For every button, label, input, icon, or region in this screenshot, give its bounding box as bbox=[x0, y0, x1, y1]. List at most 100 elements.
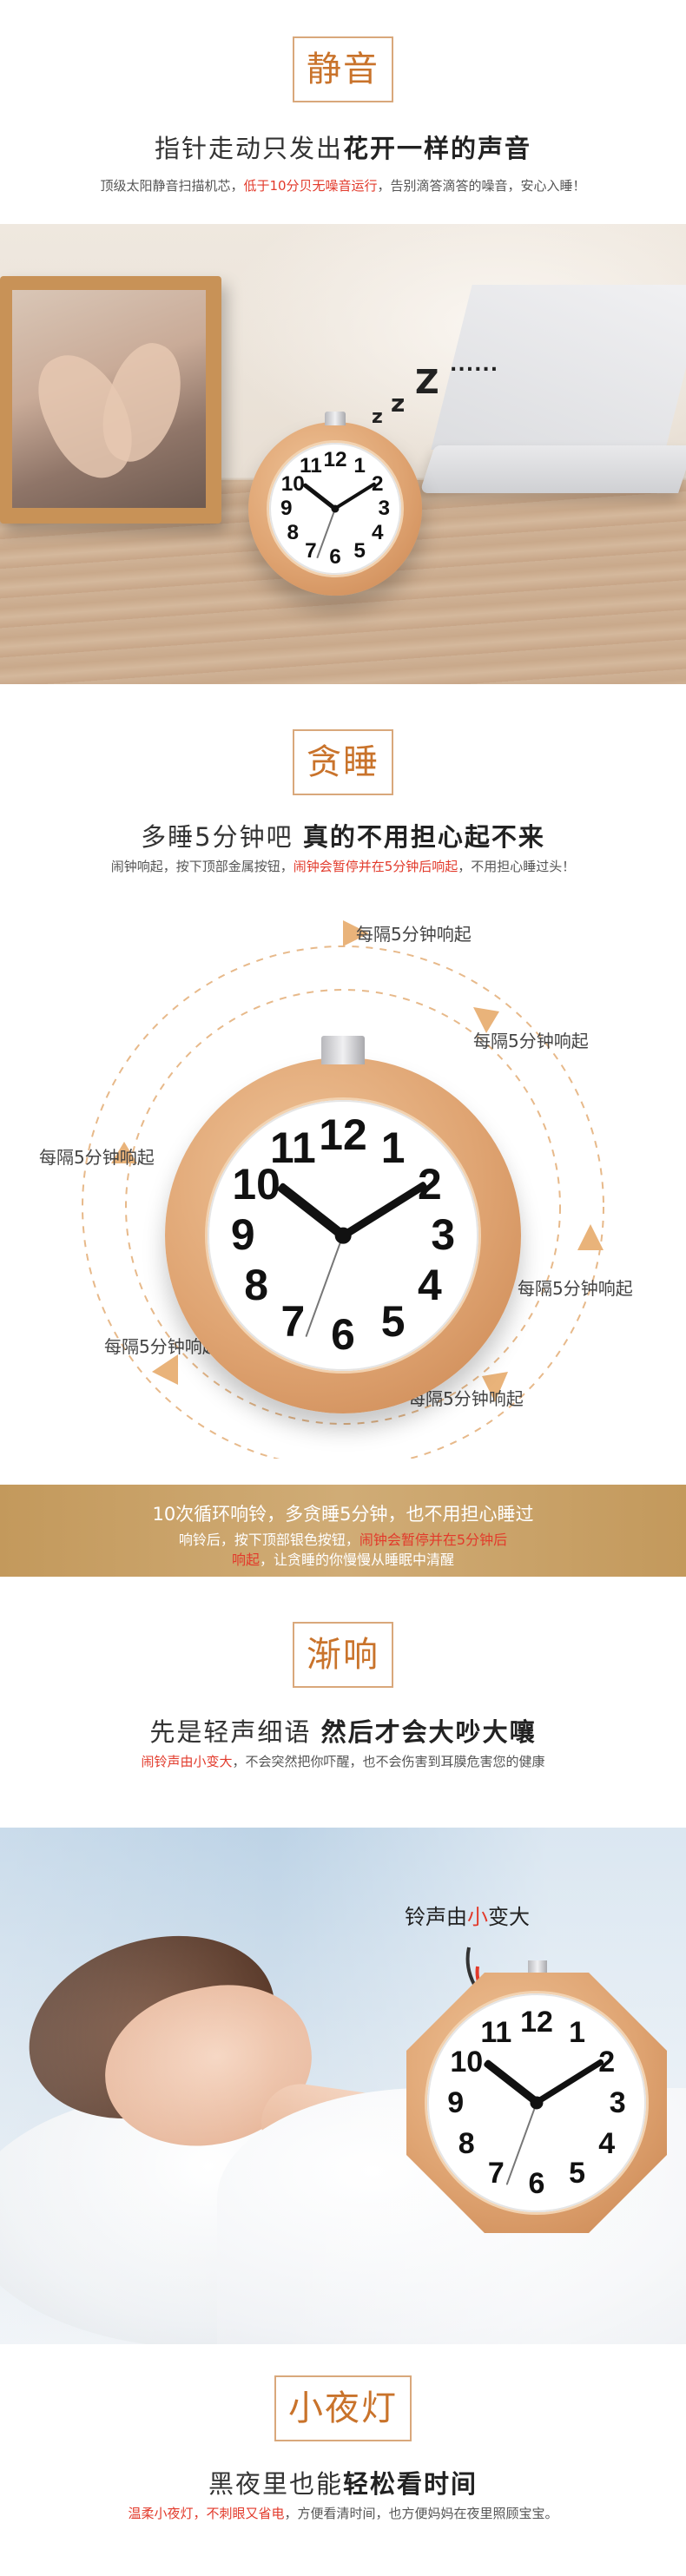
headline-gradual: 先是轻声细语 然后才会大吵大嚷 bbox=[0, 1712, 686, 1749]
clock-number: 10 bbox=[280, 471, 305, 496]
alarm-button bbox=[321, 1036, 365, 1065]
headline-silent-plain: 指针走动只发出 bbox=[154, 134, 343, 163]
clock-number: 7 bbox=[305, 538, 317, 563]
bell-caption-b: 变大 bbox=[488, 1905, 530, 1929]
section-title-gradual: 渐响 bbox=[293, 1622, 393, 1688]
headline-snooze: 多睡5分钟吧 真的不用担心起不来 bbox=[0, 817, 686, 853]
bell-caption-red: 小 bbox=[467, 1905, 488, 1929]
cycle-arrow bbox=[482, 1372, 508, 1402]
photo-frame-picture bbox=[12, 290, 206, 508]
minute-hand bbox=[333, 482, 377, 511]
clock-number: 3 bbox=[431, 1210, 456, 1260]
clock-number: 5 bbox=[569, 2156, 586, 2190]
center-pin bbox=[334, 1227, 352, 1244]
cycle-arrow bbox=[473, 1007, 499, 1033]
headline-snooze-bold: 真的不用担心起不来 bbox=[302, 822, 545, 852]
band-line-1: 10次循环响铃，多贪睡5分钟，也不用担心睡过 bbox=[152, 1504, 534, 1525]
octagon-clock-face: 12 1 2 3 4 5 6 7 8 9 10 11 bbox=[427, 1993, 646, 2212]
subline-snooze-a: 闹钟响起，按下顶部金属按钮， bbox=[110, 859, 294, 874]
clock-number: 7 bbox=[280, 1296, 306, 1346]
subline-snooze: 闹钟响起，按下顶部金属按钮，闹钟会暂停并在5分钟后响起，不用担心睡过头！ bbox=[0, 857, 686, 875]
clock-face: 12 1 2 3 4 5 6 7 8 9 10 11 bbox=[208, 1100, 478, 1371]
clock-number: 12 bbox=[319, 1110, 367, 1159]
clock-number: 8 bbox=[458, 2126, 475, 2160]
cycle-arrow bbox=[111, 1142, 137, 1163]
subline-silent: 顶级太阳静音扫描机芯，低于10分贝无噪音运行，告别滴答滴答的噪音，安心入睡！ bbox=[0, 176, 686, 194]
subline-silent-a: 顶级太阳静音扫描机芯， bbox=[100, 178, 244, 194]
snooze-label: 每隔5分钟响起 bbox=[473, 1031, 589, 1051]
clock-number: 9 bbox=[280, 496, 293, 520]
cycle-arrow bbox=[343, 920, 369, 946]
section-title-snooze: 贪睡 bbox=[293, 729, 393, 795]
clock-face: 12 1 2 3 4 5 6 7 8 9 10 11 bbox=[269, 443, 401, 575]
clock-number: 6 bbox=[331, 1310, 355, 1360]
headline-night-bold: 轻松看时间 bbox=[343, 2469, 478, 2499]
zzz-dots: ...... bbox=[450, 354, 499, 376]
z-letter: Z bbox=[415, 363, 439, 401]
clock-number: 2 bbox=[371, 471, 384, 496]
snooze-label: 每隔5分钟响起 bbox=[356, 924, 472, 945]
band-line-3-red: 响起 bbox=[231, 1552, 260, 1568]
subline-silent-red: 低于10分贝无噪音运行 bbox=[243, 178, 378, 194]
bell-caption-a: 铃声由 bbox=[405, 1905, 467, 1929]
subline-gradual: 闹铃声由小变大，不会突然把你吓醒，也不会伤害到耳膜危害您的健康 bbox=[0, 1752, 686, 1770]
band-line-2-a: 响铃后，按下顶部银色按钮， bbox=[178, 1532, 359, 1548]
minute-hand bbox=[535, 2058, 605, 2105]
clock-number: 11 bbox=[269, 1123, 316, 1173]
headline-snooze-plain: 多睡5分钟吧 bbox=[141, 822, 303, 852]
bell-caption: 铃声由小变大 bbox=[405, 1900, 530, 1930]
clock-number: 3 bbox=[378, 496, 390, 520]
subline-snooze-b: ，不用担心睡过头！ bbox=[458, 859, 576, 874]
clock-number: 1 bbox=[569, 2016, 586, 2050]
band-line-3-b: ，让贪睡的你慢慢从睡眠中清醒 bbox=[260, 1552, 455, 1568]
subline-snooze-red: 闹钟会暂停并在5分钟后响起 bbox=[293, 859, 458, 874]
round-alarm-clock-large: 12 1 2 3 4 5 6 7 8 9 10 11 bbox=[165, 1036, 521, 1413]
snooze-info-band: 10次循环响铃，多贪睡5分钟，也不用担心睡过 响铃后，按下顶部银色按钮，闹钟会暂… bbox=[0, 1485, 686, 1577]
clock-number: 11 bbox=[480, 2016, 512, 2050]
headline-gradual-plain: 先是轻声细语 bbox=[149, 1717, 321, 1747]
snooze-label: 每隔5分钟响起 bbox=[39, 1147, 155, 1168]
photo-frame bbox=[0, 276, 221, 524]
clock-number: 5 bbox=[380, 1296, 406, 1346]
clock-number: 8 bbox=[287, 520, 300, 544]
clock-number: 4 bbox=[598, 2126, 616, 2160]
subline-gradual-b: ，不会突然把你吓醒，也不会伤害到耳膜危害您的健康 bbox=[232, 1754, 545, 1769]
laptop-base bbox=[419, 445, 686, 493]
headline-silent-bold: 花开一样的声音 bbox=[343, 134, 532, 163]
section-title-night-light: 小夜灯 bbox=[274, 2375, 412, 2441]
clock-number: 11 bbox=[300, 454, 322, 478]
clock-number: 4 bbox=[371, 520, 384, 544]
subline-gradual-red: 闹铃声由小变大 bbox=[141, 1754, 233, 1769]
subline-night-light: 温柔小夜灯，不刺眼又省电，方便看清时间，也方便妈妈在夜里照顾宝宝。 bbox=[0, 2504, 686, 2522]
minute-hand bbox=[340, 1180, 428, 1239]
inner-dashed-ring bbox=[125, 989, 561, 1425]
headline-silent: 指针走动只发出花开一样的声音 bbox=[0, 128, 686, 165]
clock-number: 12 bbox=[520, 2005, 553, 2039]
clock-number: 12 bbox=[323, 447, 347, 471]
clock-number: 10 bbox=[450, 2046, 484, 2079]
clock-number: 1 bbox=[353, 454, 366, 478]
z-letter: z bbox=[391, 389, 406, 418]
subline-silent-b: ，告别滴答滴答的噪音，安心入睡！ bbox=[377, 178, 586, 194]
clock-number: 3 bbox=[609, 2086, 626, 2119]
snooze-cycle-rings bbox=[82, 920, 604, 1459]
subline-night-red: 温柔小夜灯，不刺眼又省电 bbox=[128, 2506, 285, 2521]
clock-number: 6 bbox=[329, 545, 341, 570]
clock-number: 4 bbox=[417, 1260, 442, 1309]
clock-number: 5 bbox=[353, 538, 366, 563]
z-letter: z bbox=[372, 406, 383, 428]
clock-number: 8 bbox=[244, 1260, 269, 1309]
round-alarm-clock: 12 1 2 3 4 5 6 7 8 9 10 11 bbox=[248, 412, 422, 596]
headline-night-light: 黑夜里也能轻松看时间 bbox=[0, 2464, 686, 2500]
desk-photo: z z Z ...... 12 1 2 3 4 5 6 7 8 9 10 11 bbox=[0, 224, 686, 684]
cycle-arrow bbox=[152, 1354, 178, 1385]
center-pin bbox=[331, 504, 340, 513]
alarm-button bbox=[325, 412, 346, 425]
snooze-label: 每隔5分钟响起 bbox=[518, 1278, 633, 1299]
band-line-2: 响铃后，按下顶部银色按钮，闹钟会暂停并在5分钟后 响起，让贪睡的你慢慢从睡眠中清… bbox=[0, 1530, 686, 1570]
clock-number: 1 bbox=[380, 1123, 406, 1173]
snooze-diagram: 每隔5分钟响起 每隔5分钟响起 每隔5分钟响起 每隔5分钟响起 每隔5分钟响起 … bbox=[0, 903, 686, 1459]
clock-number: 7 bbox=[487, 2156, 505, 2190]
cycle-arrow bbox=[577, 1224, 604, 1250]
